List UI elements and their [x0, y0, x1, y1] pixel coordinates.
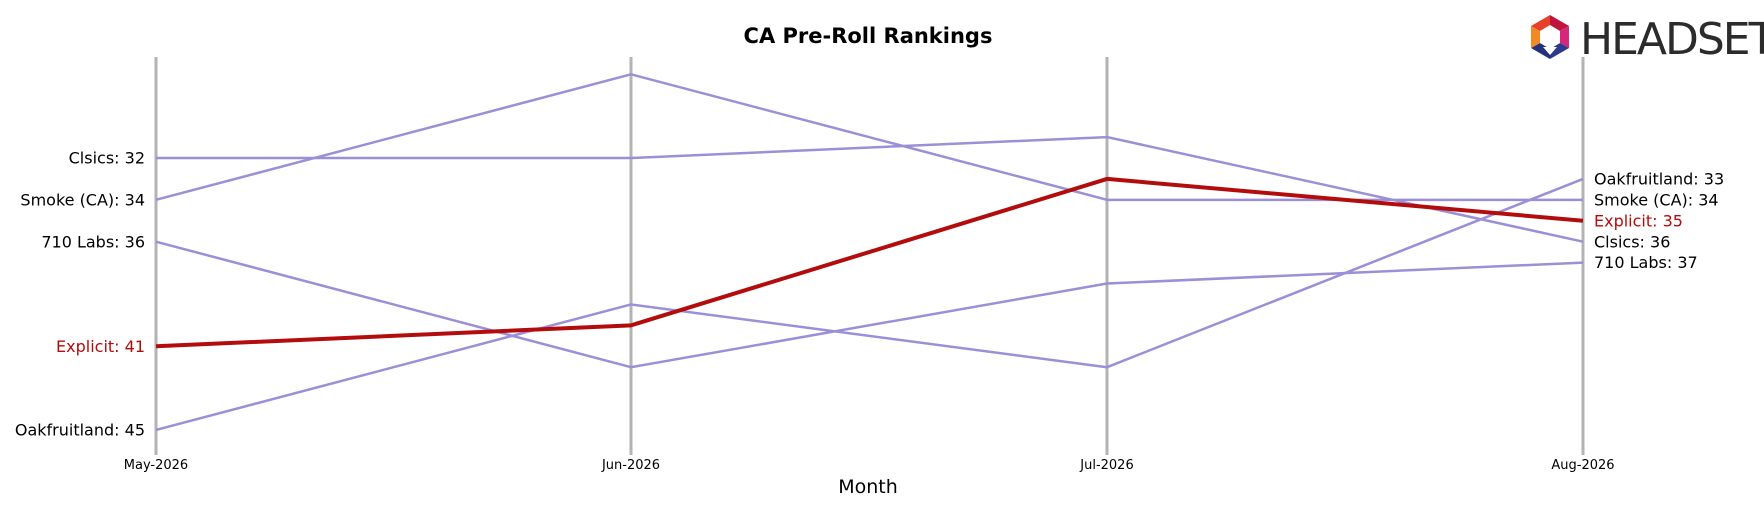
end-labels: Clsics: 36 Smoke (CA): 34 710 Labs: 37 Oakf…: [1594, 170, 1724, 273]
headset-logo-text: HEADSET: [1580, 14, 1764, 65]
series-line: [155, 73, 1583, 202]
headset-logo: HEADSET: [1531, 14, 1764, 65]
series-line: [155, 176, 1584, 349]
x-axis-label: Month: [838, 476, 898, 498]
series-line: [155, 240, 1584, 369]
start-label: Smoke (CA): 34: [20, 190, 145, 209]
start-label: 710 Labs: 36: [41, 232, 145, 251]
series-line: [156, 135, 1584, 243]
x-tick-label: Aug-2026: [1551, 458, 1614, 473]
month-gridlines: [154, 57, 1585, 455]
headset-hexagon-icon: [1531, 15, 1569, 59]
chart-title: CA Pre-Roll Rankings: [744, 24, 993, 48]
x-tick-label: Jun-2026: [601, 458, 660, 473]
end-label: Oakfruitland: 33: [1594, 170, 1724, 189]
start-label: Clsics: 32: [69, 149, 145, 168]
end-label: Smoke (CA): 34: [1594, 190, 1719, 209]
start-label: Explicit: 41: [56, 337, 145, 356]
start-labels: Clsics: 32 Smoke (CA): 34 710 Labs: 36 Oakf…: [15, 149, 145, 440]
end-label: Clsics: 36: [1594, 232, 1670, 251]
end-label: Explicit: 35: [1594, 211, 1683, 230]
series-line: [155, 177, 1584, 432]
x-tick-label: May-2026: [124, 458, 188, 473]
series-lines: [155, 73, 1584, 432]
start-label: Oakfruitland: 45: [15, 421, 145, 440]
x-tick-labels: May-2026 Jun-2026 Jul-2026 Aug-2026: [124, 458, 1615, 473]
x-tick-label: Jul-2026: [1079, 458, 1133, 473]
end-label: 710 Labs: 37: [1594, 253, 1698, 272]
